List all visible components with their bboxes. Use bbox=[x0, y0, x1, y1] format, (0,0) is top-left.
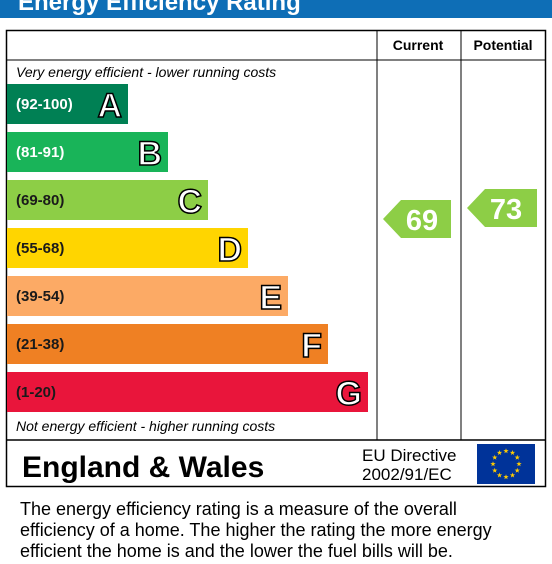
flag-star bbox=[516, 461, 522, 467]
band-letter: D bbox=[217, 231, 242, 269]
flag-star bbox=[503, 448, 509, 454]
band-letter: B bbox=[137, 135, 162, 173]
column-header: Current bbox=[393, 37, 444, 53]
band-bar bbox=[7, 324, 328, 364]
flag-star bbox=[496, 449, 503, 456]
flag-star bbox=[514, 454, 520, 460]
region: England & Wales bbox=[22, 451, 264, 484]
band-range: (1-20) bbox=[16, 384, 56, 401]
flag-star bbox=[492, 467, 498, 473]
band-letter: E bbox=[259, 279, 282, 317]
flag-star bbox=[509, 472, 516, 478]
band-range: (81-91) bbox=[16, 144, 64, 161]
flag-star bbox=[492, 454, 498, 460]
band-range: (55-68) bbox=[16, 240, 64, 257]
current-arrow bbox=[383, 200, 451, 238]
title: Energy Efficiency Rating bbox=[18, 0, 301, 16]
band-letter: C bbox=[177, 183, 202, 221]
potential-arrow bbox=[467, 189, 537, 227]
bottom-note: Not energy efficient - higher running co… bbox=[16, 418, 275, 434]
band-bar bbox=[7, 84, 128, 124]
directive: 2002/91/EC bbox=[362, 465, 452, 484]
flag-star bbox=[490, 461, 496, 467]
flag-star bbox=[496, 472, 503, 478]
band-letter: G bbox=[336, 375, 362, 413]
directive: EU Directive bbox=[362, 446, 456, 465]
current-rating: 69 bbox=[406, 205, 438, 237]
band-bar bbox=[7, 372, 368, 412]
flag-star bbox=[503, 474, 509, 480]
table-border bbox=[5, 29, 547, 488]
description: efficiency of a home. The higher the rat… bbox=[20, 520, 492, 540]
description: The energy efficiency rating is a measur… bbox=[20, 499, 457, 519]
description: efficient the home is and the lower the … bbox=[20, 541, 453, 561]
band-letter: F bbox=[301, 327, 322, 365]
eu-flag bbox=[477, 444, 535, 484]
top-note: Very energy efficient - lower running co… bbox=[16, 64, 276, 80]
column-header: Potential bbox=[473, 37, 532, 53]
band-range: (21-38) bbox=[16, 336, 64, 353]
band-bar bbox=[7, 228, 248, 268]
title-bar bbox=[0, 0, 552, 18]
band-range: (39-54) bbox=[16, 288, 64, 305]
bands: (92-100) A (81-91) B (69-80) C (55-68) D (39-54)… bbox=[7, 84, 368, 414]
band-bar bbox=[7, 132, 168, 172]
band-range: (69-80) bbox=[16, 192, 64, 209]
flag-star bbox=[509, 449, 516, 456]
band-letter: A bbox=[97, 87, 122, 125]
band-range: (92-100) bbox=[16, 96, 73, 113]
potential-rating: 73 bbox=[490, 194, 522, 226]
band-bar bbox=[7, 180, 208, 220]
band-bar bbox=[7, 276, 288, 316]
flag-star bbox=[514, 467, 520, 473]
